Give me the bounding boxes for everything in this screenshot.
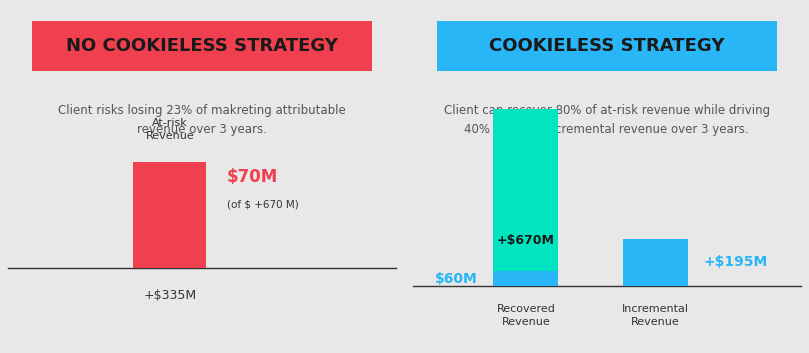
Text: (of $ +670 M): (of $ +670 M) (227, 200, 299, 210)
Text: Client risks losing 23% of makreting attributable
revenue over 3 years.: Client risks losing 23% of makreting att… (58, 104, 346, 136)
Text: COOKIELESS STRATEGY: COOKIELESS STRATEGY (489, 37, 725, 55)
Text: Client can recover 80% of at-risk revenue while driving
40% lift from incrementa: Client can recover 80% of at-risk revenu… (443, 104, 770, 136)
Text: Incremental
Revenue: Incremental Revenue (622, 304, 688, 327)
Text: $70M: $70M (227, 168, 277, 185)
FancyBboxPatch shape (623, 239, 688, 286)
Text: NO COOKIELESS STRATEGY: NO COOKIELESS STRATEGY (66, 37, 338, 55)
FancyBboxPatch shape (437, 21, 777, 71)
Text: At-risk
Revenue: At-risk Revenue (146, 118, 194, 141)
Text: +$195M: +$195M (704, 255, 768, 269)
Text: $60M: $60M (434, 272, 477, 286)
Text: +$670M: +$670M (497, 234, 555, 247)
Text: +$335M: +$335M (143, 289, 197, 303)
FancyBboxPatch shape (493, 109, 558, 271)
Text: Recovered
Revenue: Recovered Revenue (497, 304, 555, 327)
FancyBboxPatch shape (32, 21, 372, 71)
FancyBboxPatch shape (133, 162, 206, 268)
FancyBboxPatch shape (493, 271, 558, 286)
